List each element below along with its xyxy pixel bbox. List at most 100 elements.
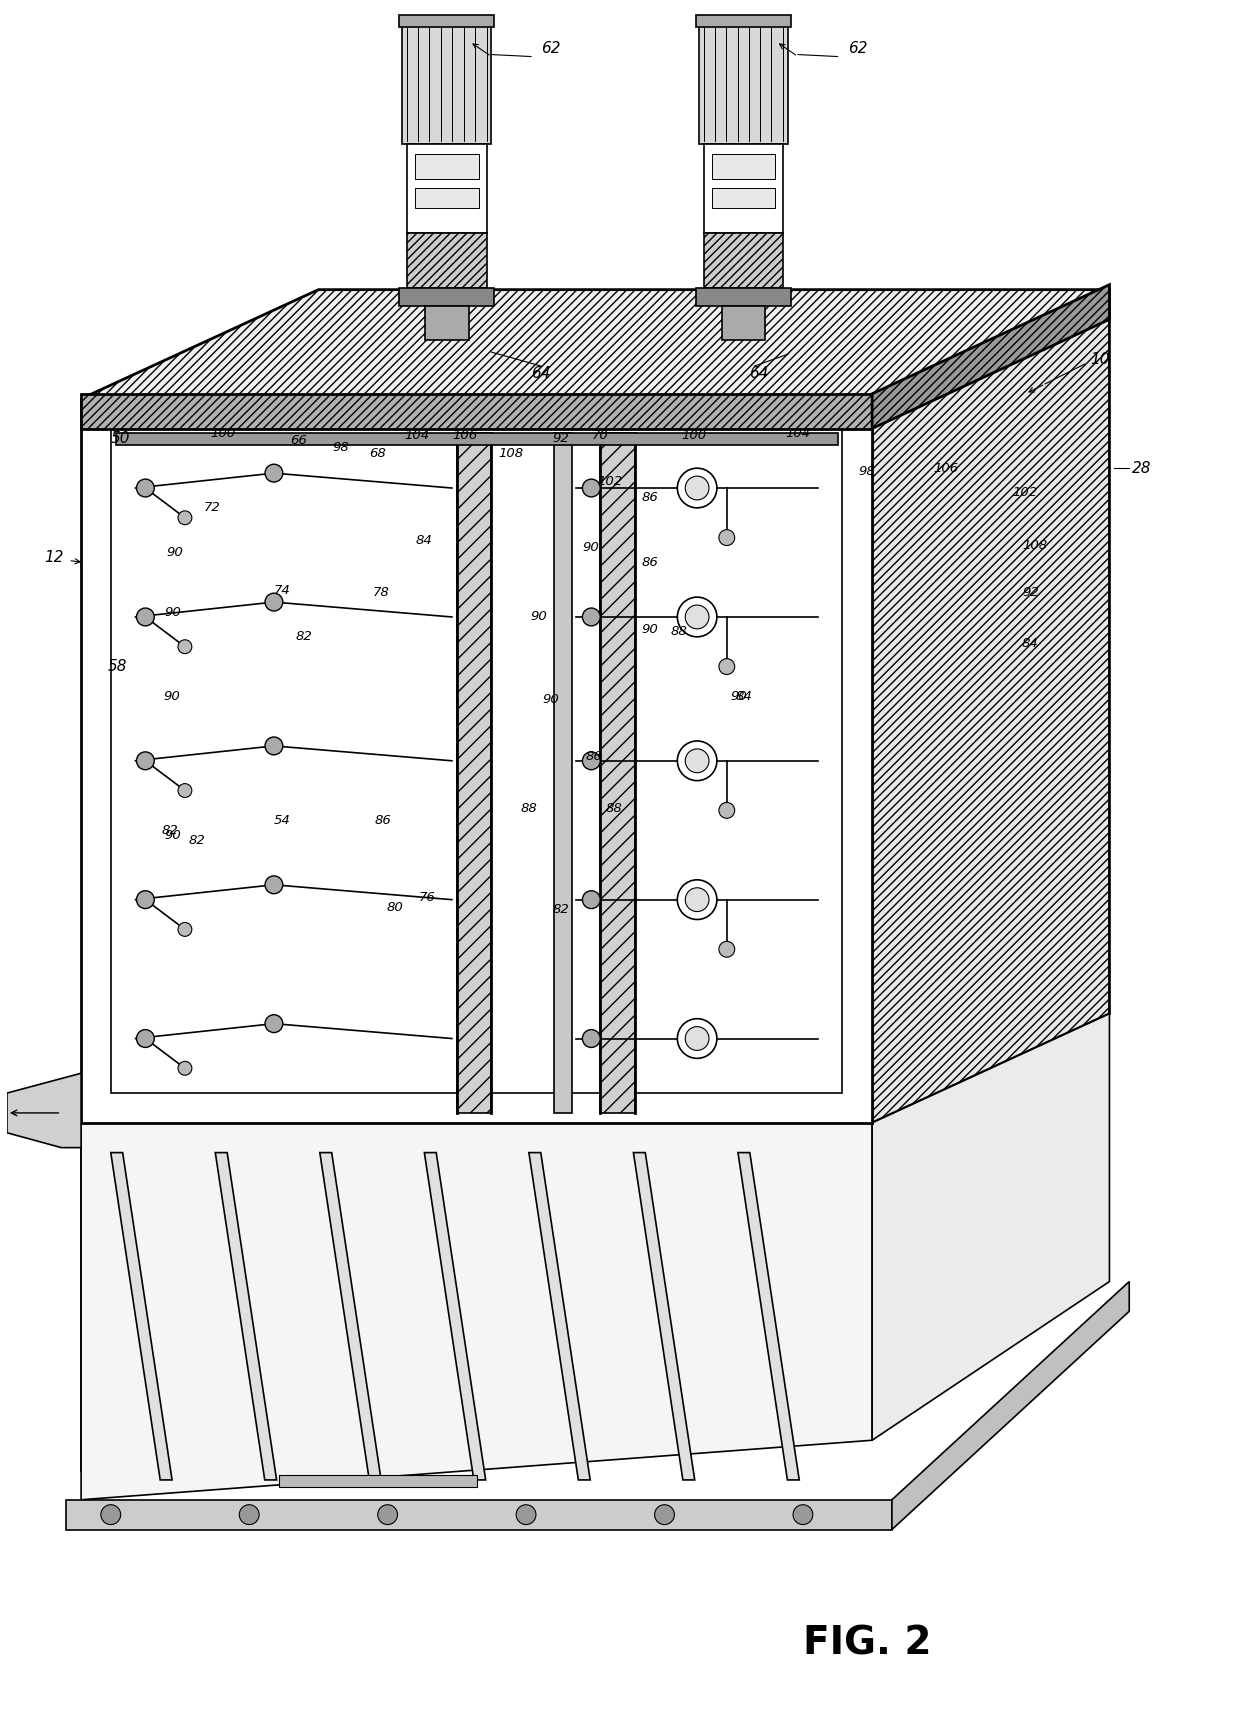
Text: 72: 72 — [205, 501, 221, 515]
Circle shape — [136, 479, 154, 498]
Text: 98: 98 — [332, 441, 350, 453]
Text: 82: 82 — [552, 903, 569, 916]
Text: 80: 80 — [386, 901, 403, 915]
Text: 82: 82 — [188, 834, 205, 846]
Circle shape — [583, 891, 600, 908]
Circle shape — [179, 923, 192, 937]
Text: 12: 12 — [45, 549, 64, 565]
Text: 90: 90 — [730, 690, 746, 704]
Text: 88: 88 — [521, 801, 537, 815]
Polygon shape — [892, 1282, 1130, 1529]
Polygon shape — [872, 285, 1110, 429]
Text: 102: 102 — [598, 475, 622, 487]
Bar — [403, 24, 491, 144]
Circle shape — [239, 1505, 259, 1524]
Text: 62: 62 — [541, 41, 560, 57]
Circle shape — [583, 607, 600, 626]
Text: 62: 62 — [848, 41, 867, 57]
Text: 64: 64 — [531, 367, 551, 381]
Circle shape — [136, 607, 154, 626]
Bar — [554, 434, 572, 1114]
Bar — [408, 144, 486, 233]
Text: 50: 50 — [110, 431, 130, 446]
Circle shape — [516, 1505, 536, 1524]
Text: 106: 106 — [453, 429, 477, 443]
Polygon shape — [81, 398, 872, 1122]
Text: 104: 104 — [404, 429, 430, 443]
Text: 82: 82 — [295, 630, 312, 644]
Bar — [712, 154, 775, 178]
Circle shape — [686, 748, 709, 772]
Text: 92: 92 — [552, 432, 569, 444]
Circle shape — [677, 597, 717, 637]
Circle shape — [686, 887, 709, 911]
Text: 98: 98 — [859, 465, 875, 477]
Text: 76: 76 — [419, 891, 435, 904]
Circle shape — [179, 784, 192, 798]
Text: 84: 84 — [415, 534, 433, 547]
Circle shape — [265, 594, 283, 611]
Polygon shape — [81, 290, 1110, 398]
Text: 90: 90 — [165, 606, 181, 618]
Text: 90: 90 — [164, 690, 181, 704]
Polygon shape — [216, 1153, 277, 1479]
Circle shape — [686, 606, 709, 628]
Bar — [415, 154, 479, 178]
Text: 10: 10 — [1090, 352, 1110, 367]
Text: 90: 90 — [582, 541, 599, 554]
Bar — [696, 15, 791, 27]
Text: 90: 90 — [531, 611, 547, 623]
Circle shape — [136, 752, 154, 770]
Bar — [696, 288, 791, 305]
Text: 90: 90 — [165, 829, 181, 841]
Text: 82: 82 — [161, 824, 179, 837]
Polygon shape — [66, 1500, 892, 1529]
Text: 70: 70 — [591, 429, 609, 443]
Text: 86: 86 — [374, 813, 391, 827]
Text: 86: 86 — [587, 750, 603, 764]
Circle shape — [677, 1019, 717, 1059]
Text: 68: 68 — [370, 446, 386, 460]
Bar — [722, 305, 765, 340]
Text: 86: 86 — [641, 491, 658, 505]
Text: 108: 108 — [1023, 539, 1048, 553]
Text: 90: 90 — [166, 546, 184, 559]
Circle shape — [179, 1060, 192, 1076]
Bar — [699, 24, 789, 144]
Polygon shape — [872, 1014, 1110, 1440]
Bar — [408, 233, 486, 288]
Circle shape — [677, 880, 717, 920]
Text: 92: 92 — [1022, 585, 1039, 599]
Circle shape — [583, 1030, 600, 1047]
Polygon shape — [529, 1153, 590, 1479]
Circle shape — [179, 640, 192, 654]
Bar — [415, 189, 479, 208]
Bar — [115, 434, 837, 446]
Circle shape — [677, 468, 717, 508]
Circle shape — [677, 741, 717, 781]
Text: 106: 106 — [934, 462, 959, 475]
Text: 88: 88 — [671, 625, 688, 638]
Text: 66: 66 — [290, 434, 308, 446]
Polygon shape — [81, 1122, 872, 1500]
Bar — [110, 429, 842, 1093]
Circle shape — [655, 1505, 675, 1524]
Circle shape — [583, 479, 600, 498]
Text: 104: 104 — [785, 427, 811, 439]
Circle shape — [686, 1026, 709, 1050]
Text: FIG. 2: FIG. 2 — [804, 1625, 931, 1663]
Polygon shape — [424, 1153, 486, 1479]
Polygon shape — [738, 1153, 800, 1479]
Text: 78: 78 — [372, 585, 389, 599]
Circle shape — [794, 1505, 812, 1524]
Text: 108: 108 — [498, 446, 523, 460]
Text: 100: 100 — [210, 427, 236, 439]
Circle shape — [136, 1030, 154, 1047]
Text: 64: 64 — [749, 367, 769, 381]
Bar — [279, 1476, 476, 1486]
Circle shape — [719, 942, 735, 958]
Circle shape — [378, 1505, 398, 1524]
Text: 58: 58 — [108, 659, 128, 674]
Polygon shape — [872, 290, 1110, 1122]
Circle shape — [719, 530, 735, 546]
